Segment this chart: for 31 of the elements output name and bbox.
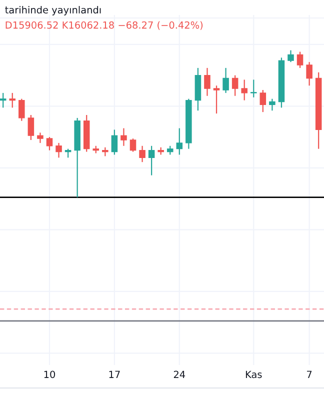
candlestick — [269, 98, 276, 112]
chart-title: tarihinde yayınlandı — [5, 6, 101, 16]
candlestick — [306, 62, 312, 86]
x-tick-label: 7 — [307, 370, 312, 378]
candlestick — [241, 79, 248, 101]
candlestick — [288, 50, 294, 63]
x-tick-label: Kas — [246, 370, 262, 378]
candlestick — [204, 67, 210, 96]
candlestick — [148, 145, 155, 176]
x-tick-label: 10 — [44, 370, 56, 378]
candlestick — [260, 89, 266, 113]
candlestick — [120, 128, 127, 146]
candlestick — [250, 79, 257, 98]
candlestick — [213, 85, 220, 114]
candlestick — [56, 142, 62, 158]
candlestick — [176, 128, 183, 156]
candlestick — [37, 132, 44, 144]
candlestick — [296, 51, 304, 68]
candlestick — [130, 138, 136, 152]
x-tick-label: 17 — [109, 370, 120, 378]
candlestick — [232, 74, 238, 96]
candlestick — [9, 92, 16, 108]
candlestick — [18, 98, 25, 122]
candlestick — [46, 136, 53, 151]
candlestick — [139, 145, 146, 163]
candlestick — [28, 114, 34, 141]
x-tick-label: 24 — [174, 370, 186, 378]
candlestick — [222, 67, 229, 94]
candlestick — [0, 92, 6, 108]
text: D15906.52 K16062.18 −68.27 (−0.42%) — [6, 21, 203, 30]
candlestick — [111, 129, 118, 156]
